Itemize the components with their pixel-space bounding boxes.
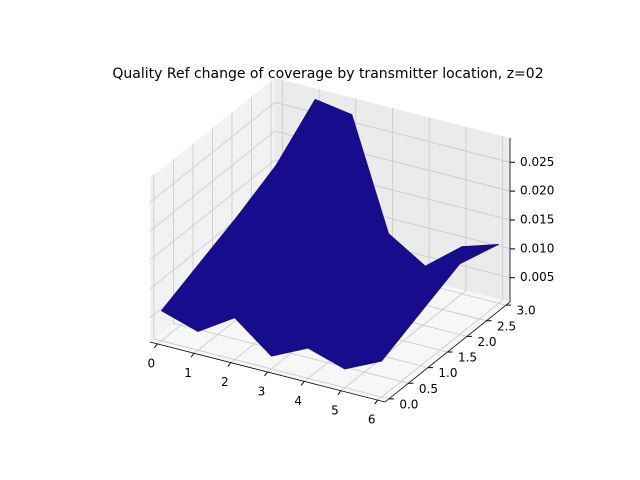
y-tick-label: 0.5 (419, 382, 438, 396)
z-tick-label: 0.005 (520, 270, 554, 284)
x-tick (337, 390, 342, 396)
x-tick (264, 371, 268, 377)
z-tick-label: 0.020 (520, 184, 554, 198)
grid-line (149, 130, 511, 232)
grid-line (153, 174, 389, 400)
x-tick-label: 6 (368, 413, 376, 427)
grid-line (149, 101, 511, 203)
x-tick-label: 0 (148, 356, 156, 370)
x-tick (300, 381, 305, 386)
z-tick-label: 0.010 (520, 241, 554, 255)
z-tick-label: 0.015 (520, 213, 554, 227)
axis-line (149, 341, 386, 403)
x-tick (227, 362, 232, 367)
y-tick-label: 0.0 (399, 397, 418, 411)
y-tick-label: 1.5 (458, 351, 477, 365)
x-tick-label: 4 (294, 394, 302, 408)
grid-line (172, 159, 409, 384)
grid-line (377, 136, 504, 401)
y-tick-label: 1.0 (438, 366, 457, 380)
y-tick-label: 3.0 (517, 304, 536, 318)
z-tick-label: 0.025 (520, 155, 554, 169)
grid-line (149, 159, 511, 261)
x-tick (374, 399, 379, 405)
x-tick-label: 2 (221, 375, 229, 389)
x-tick-label: 1 (184, 366, 192, 380)
y-tick-label: 2.5 (497, 319, 516, 333)
x-tick (190, 352, 195, 358)
x-tick-label: 5 (331, 403, 339, 417)
x-tick-label: 3 (258, 385, 266, 399)
x-tick (153, 343, 158, 349)
chart-title: Quality Ref change of coverage by transm… (112, 66, 543, 82)
y-tick-label: 2.0 (477, 335, 496, 349)
axis-line (384, 301, 511, 403)
surface-facet (344, 312, 421, 370)
